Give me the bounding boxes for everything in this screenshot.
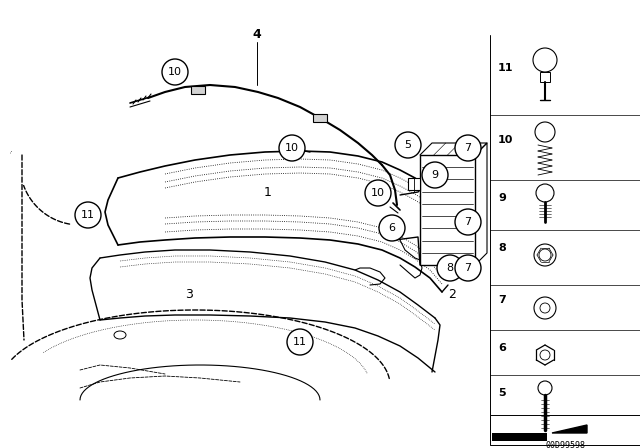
Text: 5: 5	[498, 388, 506, 398]
Text: 7: 7	[465, 263, 472, 273]
Text: 7: 7	[465, 217, 472, 227]
Text: 9: 9	[498, 193, 506, 203]
Text: 7: 7	[465, 143, 472, 153]
Text: 5: 5	[404, 140, 412, 150]
Circle shape	[287, 329, 313, 355]
Circle shape	[455, 135, 481, 161]
Text: 10: 10	[371, 188, 385, 198]
Text: 8: 8	[498, 243, 506, 253]
Text: 3: 3	[185, 289, 193, 302]
Polygon shape	[552, 425, 587, 433]
Text: 11: 11	[293, 337, 307, 347]
Text: 6: 6	[498, 343, 506, 353]
Bar	[490, 415, 640, 445]
Text: 4: 4	[253, 29, 261, 42]
Text: 1: 1	[264, 185, 272, 198]
Text: 8: 8	[447, 263, 454, 273]
Text: 10: 10	[285, 143, 299, 153]
Circle shape	[365, 180, 391, 206]
Text: 2: 2	[448, 289, 456, 302]
Circle shape	[455, 209, 481, 235]
Circle shape	[455, 255, 481, 281]
Bar	[420, 155, 475, 265]
Circle shape	[75, 202, 101, 228]
Text: 11: 11	[498, 63, 513, 73]
Circle shape	[395, 132, 421, 158]
Bar	[492, 433, 547, 441]
Circle shape	[379, 215, 405, 241]
Bar	[191, 86, 205, 94]
Text: 9: 9	[431, 170, 438, 180]
Circle shape	[437, 255, 463, 281]
Circle shape	[162, 59, 188, 85]
Text: 00D99598: 00D99598	[545, 440, 585, 448]
Text: 10: 10	[498, 135, 513, 145]
Text: 7: 7	[498, 295, 506, 305]
Circle shape	[422, 162, 448, 188]
Bar	[408, 178, 420, 190]
Circle shape	[279, 135, 305, 161]
Text: 10: 10	[168, 67, 182, 77]
Text: 11: 11	[81, 210, 95, 220]
Bar	[313, 114, 327, 122]
Ellipse shape	[114, 331, 126, 339]
Text: 6: 6	[388, 223, 396, 233]
Bar	[540, 72, 550, 82]
